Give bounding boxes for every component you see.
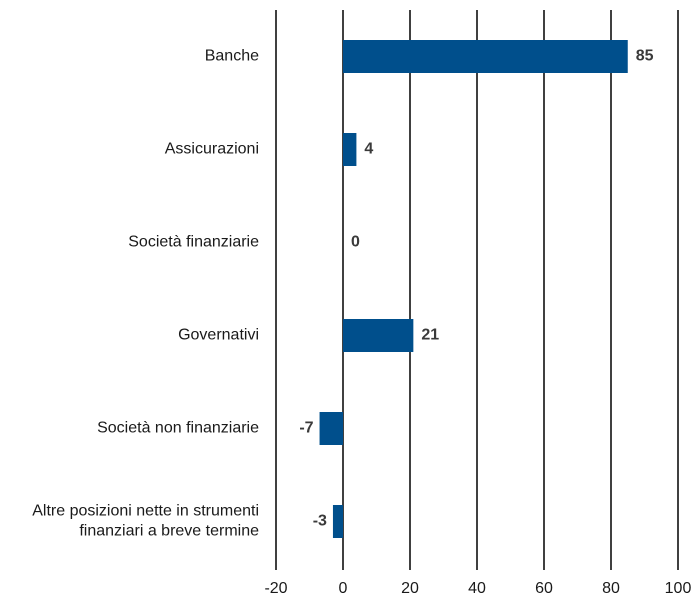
x-tick-label: 80: [602, 580, 620, 597]
x-tick-label: 20: [401, 580, 419, 597]
category-label: Società finanziarie: [128, 234, 259, 251]
x-tick-label: 40: [468, 580, 486, 597]
x-tick-label: 0: [339, 580, 348, 597]
bars: [319, 40, 628, 538]
bar: [332, 505, 343, 538]
x-axis-tick-labels: -20 0 20 40 60 80 100: [264, 580, 691, 597]
bar: [343, 40, 628, 73]
category-label: Altre posizioni nette in strumenti finanz…: [32, 503, 259, 540]
category-label: Banche: [205, 48, 259, 65]
data-label: 21: [421, 327, 439, 344]
data-label: 85: [636, 48, 654, 65]
data-label: -3: [313, 513, 327, 530]
category-label: Società non finanziarie: [97, 420, 259, 437]
x-tick-label: 100: [665, 580, 692, 597]
data-label: 0: [351, 234, 360, 251]
data-label: -7: [299, 420, 313, 437]
x-tick-label: -20: [264, 580, 287, 597]
category-label: Assicurazioni: [165, 141, 259, 158]
category-labels: Banche Assicurazioni Società finanziarie Go…: [32, 48, 259, 540]
bar: [343, 133, 357, 166]
bar: [343, 319, 414, 352]
bar: [319, 412, 343, 445]
category-label: Governativi: [178, 327, 259, 344]
grid-lines: [275, 10, 679, 570]
data-label: 4: [364, 141, 373, 158]
value-labels: 85 4 0 21 -7 -3: [299, 48, 653, 530]
x-tick-label: 60: [535, 580, 553, 597]
